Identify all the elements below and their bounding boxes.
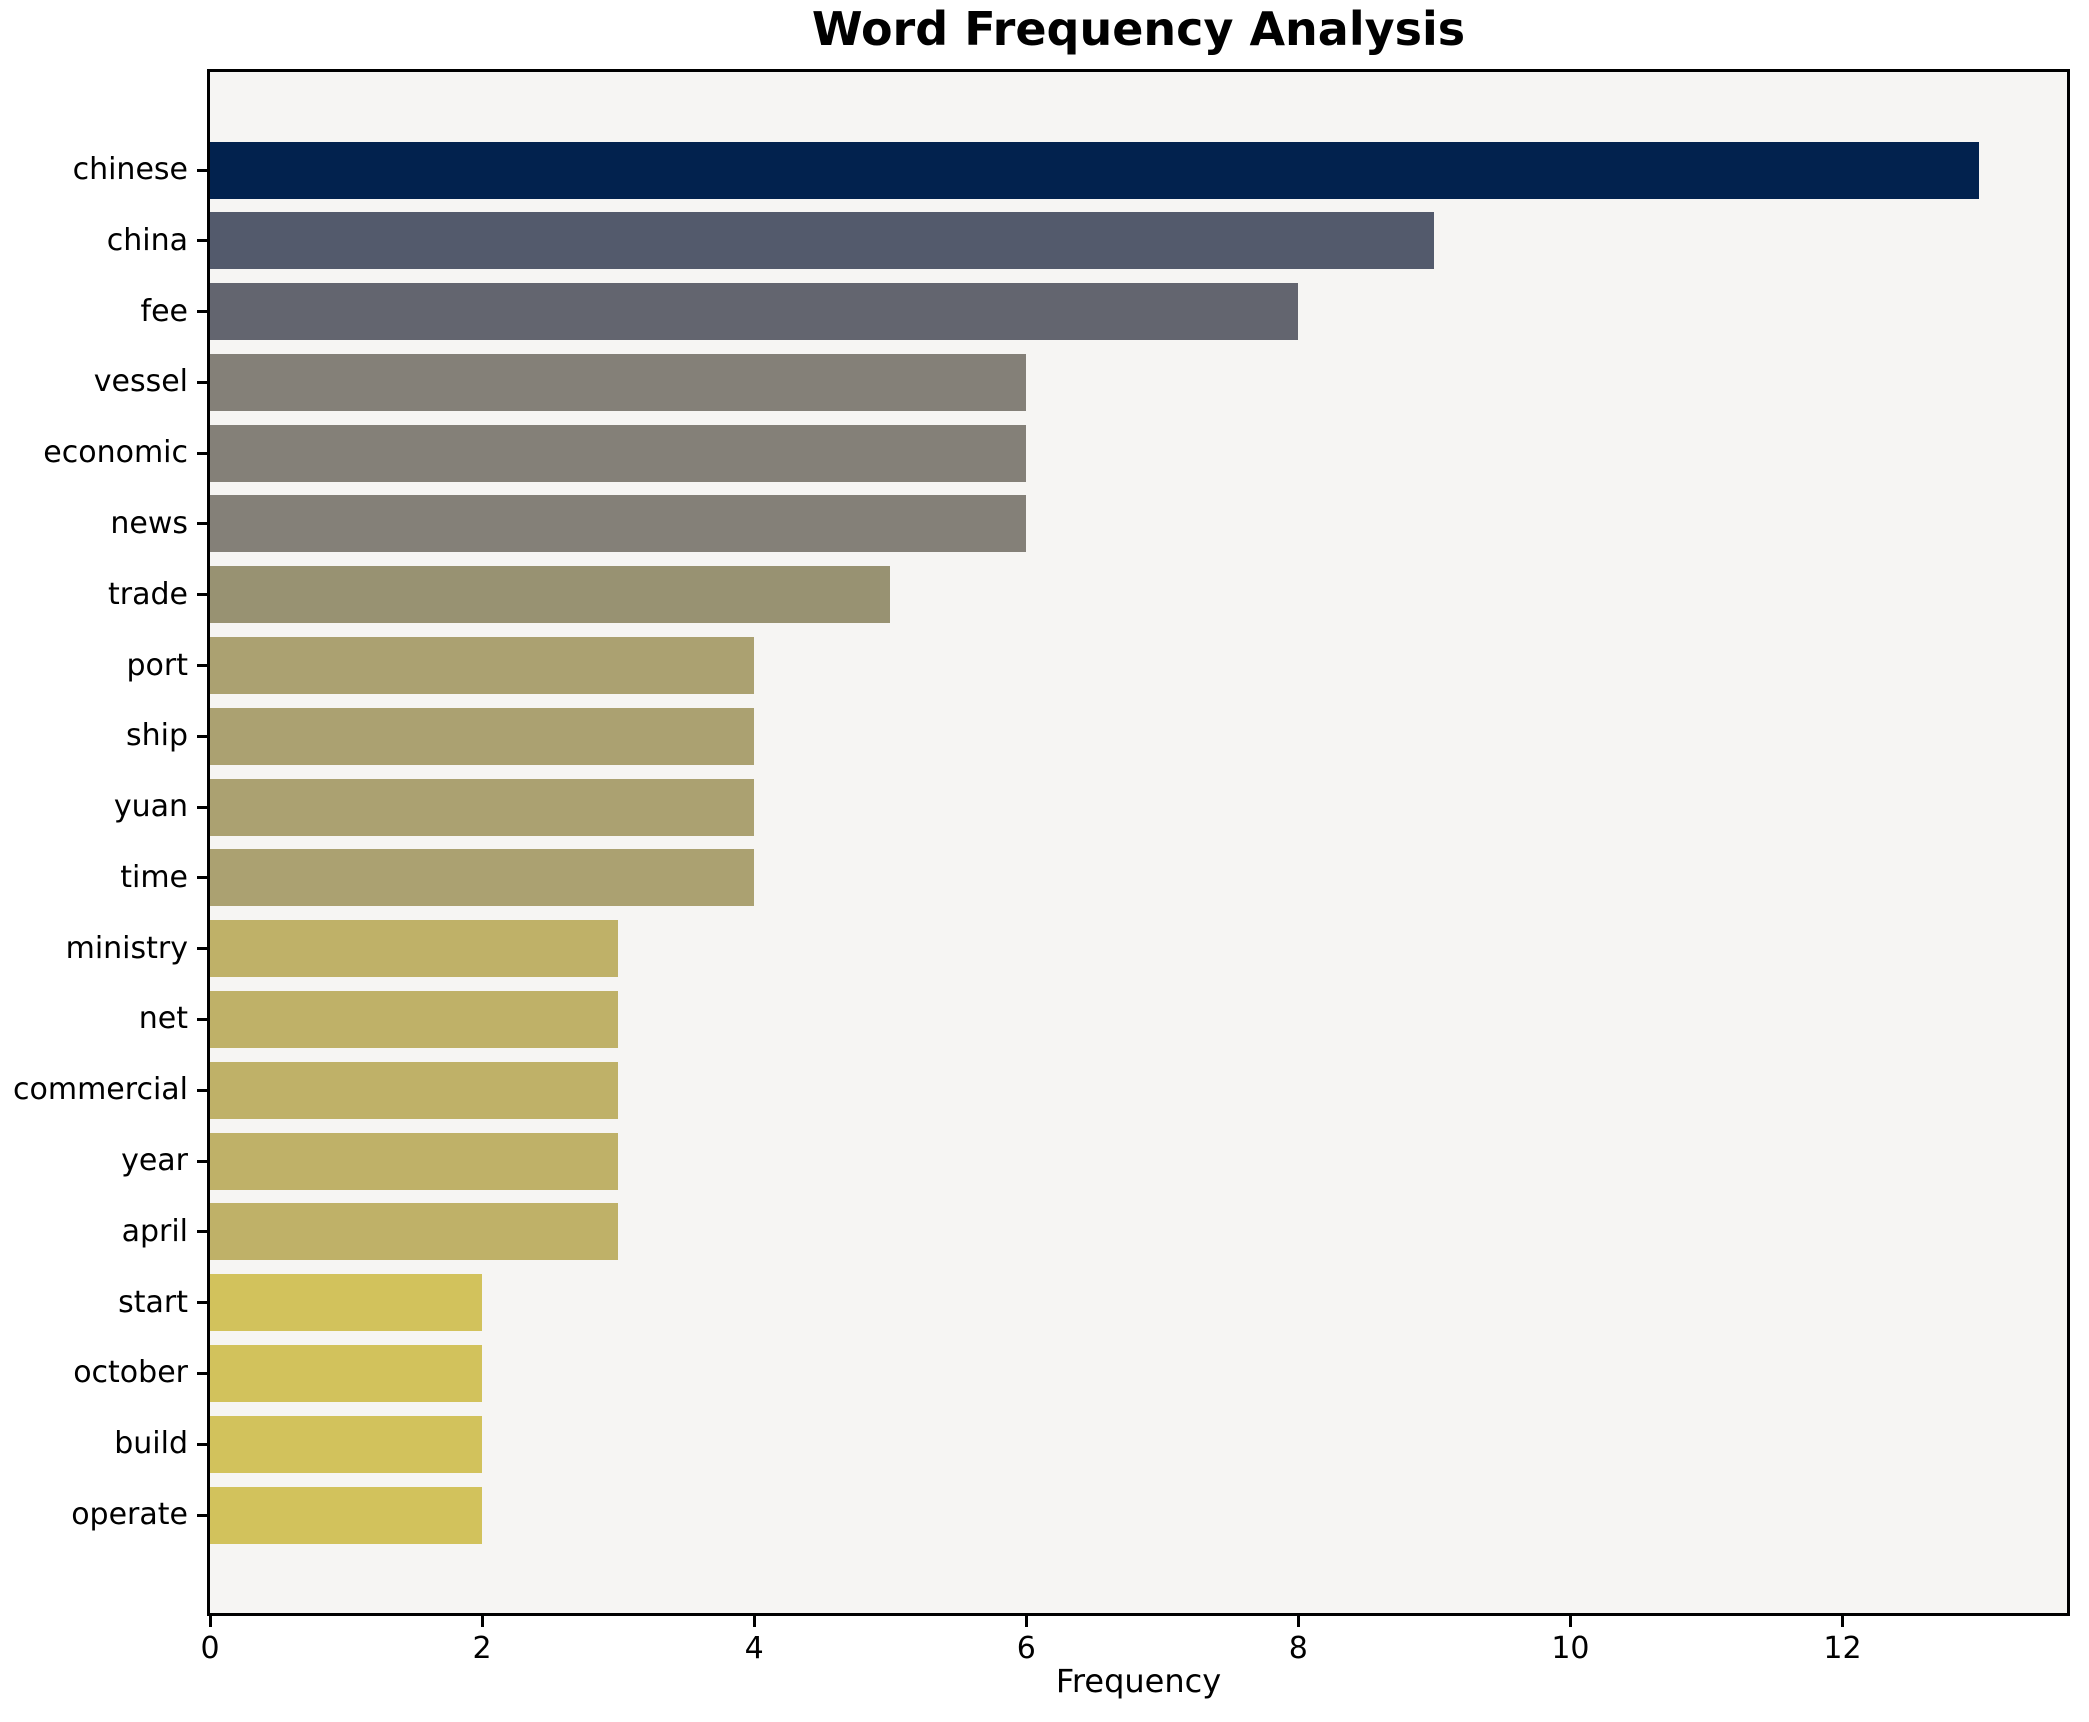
x-tick-label: 10 xyxy=(1551,1631,1590,1666)
bar-build xyxy=(210,1415,483,1473)
chart-title: Word Frequency Analysis xyxy=(811,2,1466,56)
bar-year xyxy=(210,1132,619,1190)
y-tick-label-port: port xyxy=(126,647,189,683)
y-tick-mark xyxy=(197,1442,208,1446)
y-tick-label-vessel: vessel xyxy=(93,364,188,400)
bar-ship xyxy=(210,707,755,765)
y-tick-mark xyxy=(197,1371,208,1375)
y-tick-mark xyxy=(197,593,208,597)
bar-china xyxy=(210,212,1435,270)
y-tick-label-fee: fee xyxy=(140,293,188,329)
y-tick-label-commercial: commercial xyxy=(13,1072,188,1108)
y-tick-mark xyxy=(197,239,208,243)
y-tick-label-time: time xyxy=(120,859,188,895)
y-tick-mark xyxy=(197,734,208,738)
x-axis-label: Frequency xyxy=(1055,1662,1222,1700)
y-tick-label-operate: operate xyxy=(71,1497,188,1532)
bar-fee xyxy=(210,283,1299,341)
y-tick-mark xyxy=(197,380,208,384)
bar-start xyxy=(210,1274,483,1332)
y-tick-mark xyxy=(197,451,208,455)
bar-april xyxy=(210,1203,619,1261)
y-tick-label-start: start xyxy=(118,1284,188,1320)
x-tick-label: 6 xyxy=(1016,1631,1036,1666)
y-tick-label-ministry: ministry xyxy=(65,930,188,966)
y-tick-mark xyxy=(197,1017,208,1021)
x-tick-label: 4 xyxy=(744,1631,764,1666)
bar-october xyxy=(210,1344,483,1402)
y-tick-label-october: october xyxy=(73,1355,188,1391)
y-tick-label-news: news xyxy=(110,505,188,541)
x-tick-mark xyxy=(1024,1616,1028,1627)
y-tick-mark xyxy=(197,168,208,172)
y-tick-mark xyxy=(197,805,208,809)
bar-time xyxy=(210,849,755,907)
bar-economic xyxy=(210,424,1027,482)
bar-port xyxy=(210,637,755,695)
x-tick-label: 12 xyxy=(1823,1631,1862,1666)
bar-news xyxy=(210,495,1027,553)
y-tick-mark xyxy=(197,1088,208,1092)
bar-net xyxy=(210,990,619,1048)
bar-ministry xyxy=(210,920,619,978)
y-tick-label-april: april xyxy=(121,1213,188,1249)
y-tick-mark xyxy=(197,1230,208,1234)
y-tick-label-china: china xyxy=(106,222,188,258)
bar-chinese xyxy=(210,141,1979,199)
x-tick-mark xyxy=(1568,1616,1572,1627)
y-tick-label-chinese: chinese xyxy=(72,152,188,187)
y-tick-mark xyxy=(197,1301,208,1305)
x-tick-label: 8 xyxy=(1288,1631,1308,1666)
x-tick-mark xyxy=(208,1616,212,1627)
y-tick-label-ship: ship xyxy=(125,718,188,754)
bar-operate xyxy=(210,1486,483,1544)
y-tick-mark xyxy=(197,1159,208,1163)
bar-trade xyxy=(210,566,891,624)
y-tick-mark xyxy=(197,310,208,314)
bar-commercial xyxy=(210,1061,619,1119)
x-tick-mark xyxy=(1296,1616,1300,1627)
y-tick-label-economic: economic xyxy=(43,435,188,471)
y-tick-label-year: year xyxy=(121,1143,188,1179)
y-tick-label-build: build xyxy=(114,1426,188,1462)
y-tick-mark xyxy=(197,664,208,668)
x-tick-label: 0 xyxy=(200,1631,220,1666)
y-tick-label-net: net xyxy=(138,1001,188,1037)
x-tick-mark xyxy=(752,1616,756,1627)
y-tick-mark xyxy=(197,876,208,880)
y-tick-mark xyxy=(197,947,208,951)
y-tick-label-trade: trade xyxy=(108,576,188,612)
y-tick-label-yuan: yuan xyxy=(113,789,188,825)
x-tick-mark xyxy=(480,1616,484,1627)
bar-vessel xyxy=(210,353,1027,411)
y-tick-mark xyxy=(197,1513,208,1517)
y-tick-mark xyxy=(197,522,208,526)
x-tick-label: 2 xyxy=(472,1631,492,1666)
x-tick-mark xyxy=(1841,1616,1845,1627)
bar-yuan xyxy=(210,778,755,836)
plot-area xyxy=(207,69,2070,1616)
